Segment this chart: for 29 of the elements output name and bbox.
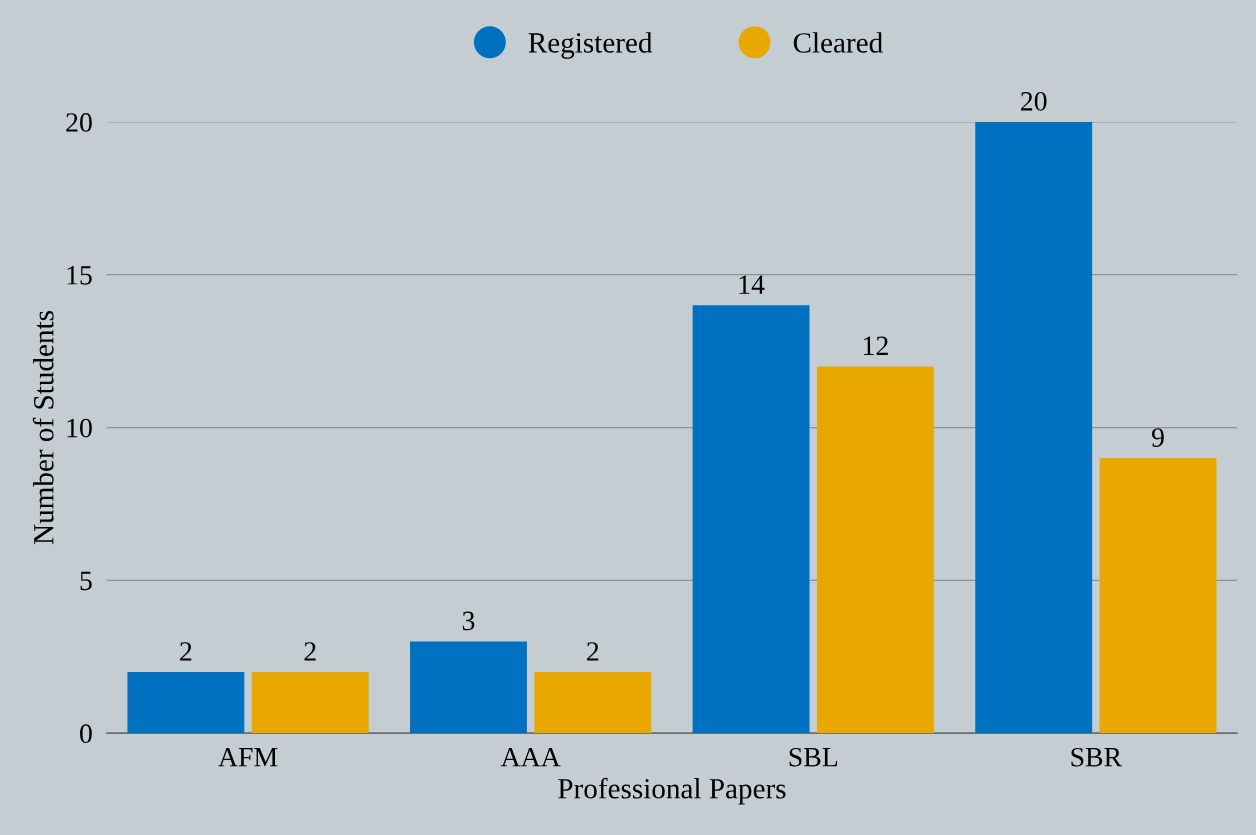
x-tick-label: SBR [1071,747,1123,767]
data-label: 2 [180,642,192,661]
y-tick-label: 15 [67,266,92,285]
y-tick-label: 20 [66,113,92,132]
bar [534,672,652,734]
y-tick-label: 5 [80,571,92,591]
x-tick-label: AFM [218,747,278,767]
bar [692,305,810,734]
x-tick-label: AAA [500,747,561,767]
bar [251,672,369,734]
bar [127,672,245,734]
data-label: 2 [587,642,599,661]
data-label: 9 [1151,428,1164,447]
x-axis-title: Professional Papers [558,777,786,805]
data-label: 2 [304,642,316,661]
y-axis-title: Number of Students [32,311,54,545]
data-label: 3 [462,611,475,631]
y-tick-label: 10 [67,418,92,438]
bar [975,121,1093,734]
bar [410,641,527,734]
data-label: 12 [863,336,888,355]
legend-label: Cleared [793,32,883,53]
data-label: 20 [1021,91,1047,111]
y-tick-label: 0 [80,724,92,744]
x-tick-label: SBL [789,747,838,767]
bar [1099,458,1217,734]
bar [816,366,934,734]
data-label: 14 [739,275,765,294]
legend-label: Registered [528,32,653,59]
